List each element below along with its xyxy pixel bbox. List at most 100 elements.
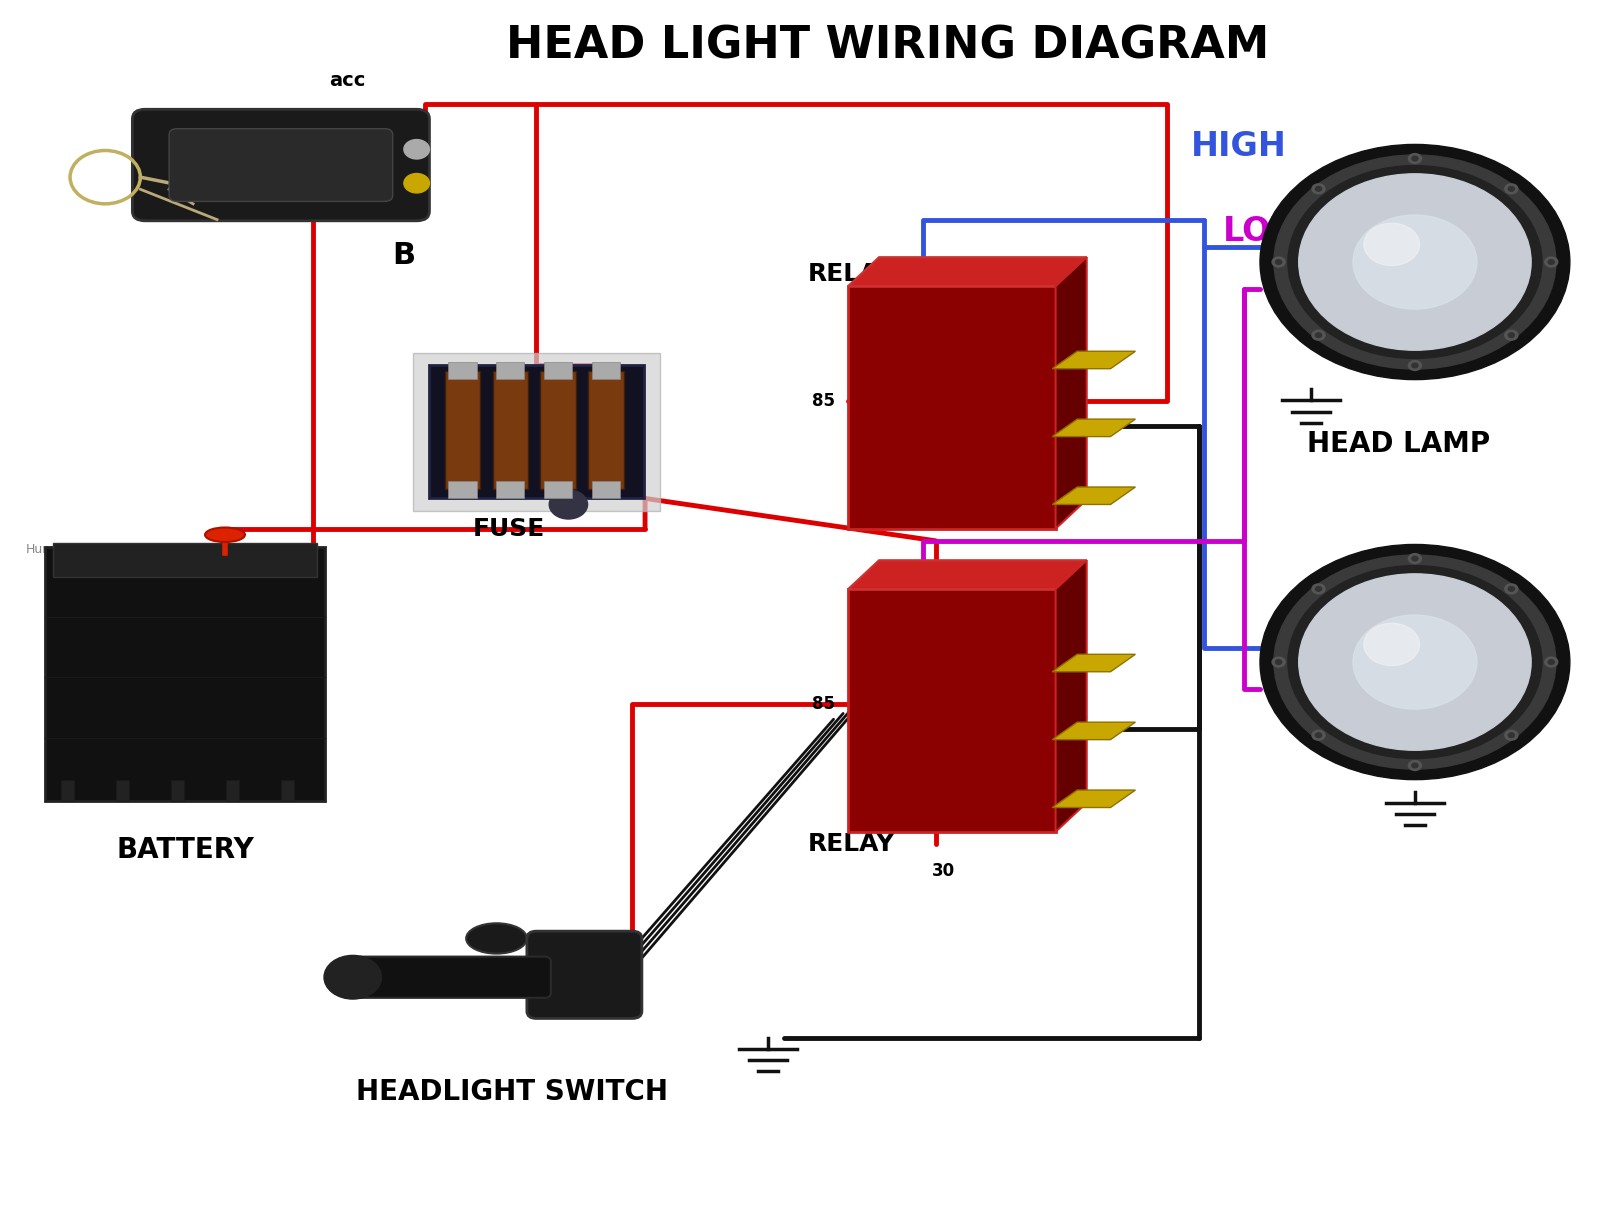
Text: Hum3D: Hum3D (26, 543, 72, 556)
Circle shape (1408, 361, 1421, 371)
Text: 86: 86 (1066, 707, 1088, 725)
Bar (282, 780, 294, 802)
Text: FUSE: FUSE (472, 516, 546, 541)
Circle shape (1506, 330, 1518, 340)
Text: 87: 87 (925, 635, 947, 652)
Circle shape (1275, 260, 1282, 265)
Circle shape (1509, 587, 1515, 592)
Text: 85: 85 (813, 695, 835, 713)
Circle shape (1275, 660, 1282, 665)
Circle shape (1354, 215, 1477, 309)
Bar (496, 481, 525, 498)
Circle shape (1299, 174, 1531, 350)
Circle shape (1506, 584, 1518, 594)
Text: 30: 30 (933, 863, 955, 880)
Circle shape (1315, 186, 1322, 191)
Circle shape (1363, 623, 1419, 666)
Circle shape (1261, 544, 1570, 780)
Bar (493, 372, 528, 488)
Text: 30: 30 (933, 559, 955, 577)
Polygon shape (1053, 351, 1136, 368)
Circle shape (1411, 763, 1418, 768)
Polygon shape (848, 560, 1086, 589)
Bar (496, 362, 525, 379)
Circle shape (1315, 333, 1322, 338)
Circle shape (403, 140, 429, 159)
Circle shape (1272, 657, 1285, 667)
Bar (544, 362, 573, 379)
Text: RELAY: RELAY (808, 832, 896, 855)
Bar (448, 362, 477, 379)
Circle shape (1544, 258, 1558, 267)
Text: HEAD LIGHT WIRING DIAGRAM: HEAD LIGHT WIRING DIAGRAM (506, 24, 1269, 68)
Circle shape (1509, 733, 1515, 738)
Circle shape (1315, 733, 1322, 738)
Circle shape (1274, 555, 1555, 769)
Bar (226, 780, 238, 802)
Bar (61, 780, 74, 802)
Polygon shape (1053, 655, 1136, 672)
Ellipse shape (466, 923, 526, 954)
FancyBboxPatch shape (526, 931, 642, 1018)
Polygon shape (848, 287, 1056, 529)
FancyBboxPatch shape (354, 956, 550, 998)
Bar (117, 780, 130, 802)
Circle shape (1509, 186, 1515, 191)
Text: 85: 85 (813, 392, 835, 411)
Circle shape (1411, 556, 1418, 561)
Polygon shape (848, 258, 1086, 287)
FancyBboxPatch shape (429, 364, 645, 498)
FancyBboxPatch shape (45, 547, 325, 802)
Circle shape (1549, 660, 1554, 665)
Circle shape (1408, 761, 1421, 770)
Polygon shape (1056, 258, 1086, 529)
Circle shape (1288, 566, 1542, 758)
Text: 86: 86 (1066, 405, 1088, 423)
Circle shape (1312, 584, 1325, 594)
Circle shape (1354, 615, 1477, 710)
Text: HIGH: HIGH (1192, 130, 1286, 163)
Text: HEAD LAMP: HEAD LAMP (1307, 430, 1491, 458)
Circle shape (1363, 224, 1419, 266)
Polygon shape (1053, 419, 1136, 436)
Circle shape (1288, 165, 1542, 358)
Text: HEADLIGHT SWITCH: HEADLIGHT SWITCH (357, 1079, 669, 1107)
Circle shape (1315, 587, 1322, 592)
Bar (171, 780, 184, 802)
Circle shape (1506, 183, 1518, 193)
Text: RELAY: RELAY (808, 262, 896, 287)
Circle shape (1274, 156, 1555, 369)
Text: B: B (392, 242, 416, 271)
Circle shape (1272, 258, 1285, 267)
Text: 87: 87 (925, 332, 947, 350)
Polygon shape (1053, 790, 1136, 808)
Bar (445, 372, 480, 488)
Bar (448, 481, 477, 498)
Text: BATTERY: BATTERY (117, 836, 254, 864)
Circle shape (1506, 730, 1518, 740)
Circle shape (1544, 657, 1558, 667)
Polygon shape (848, 589, 1056, 832)
FancyBboxPatch shape (413, 352, 661, 510)
Circle shape (1408, 153, 1421, 164)
FancyBboxPatch shape (170, 129, 392, 202)
Circle shape (1312, 330, 1325, 340)
Bar (541, 372, 576, 488)
Circle shape (1549, 260, 1554, 265)
Circle shape (1261, 145, 1570, 379)
Circle shape (1312, 183, 1325, 193)
Text: LOW: LOW (1224, 215, 1309, 248)
Circle shape (1411, 363, 1418, 368)
Circle shape (549, 490, 587, 519)
Circle shape (1411, 157, 1418, 160)
Circle shape (1312, 730, 1325, 740)
Text: acc: acc (330, 70, 365, 90)
Polygon shape (1056, 560, 1086, 832)
Circle shape (325, 955, 381, 999)
Circle shape (1408, 554, 1421, 564)
Ellipse shape (205, 527, 245, 542)
Circle shape (1299, 573, 1531, 750)
FancyBboxPatch shape (133, 109, 429, 221)
Circle shape (1509, 333, 1515, 338)
Circle shape (403, 174, 429, 193)
